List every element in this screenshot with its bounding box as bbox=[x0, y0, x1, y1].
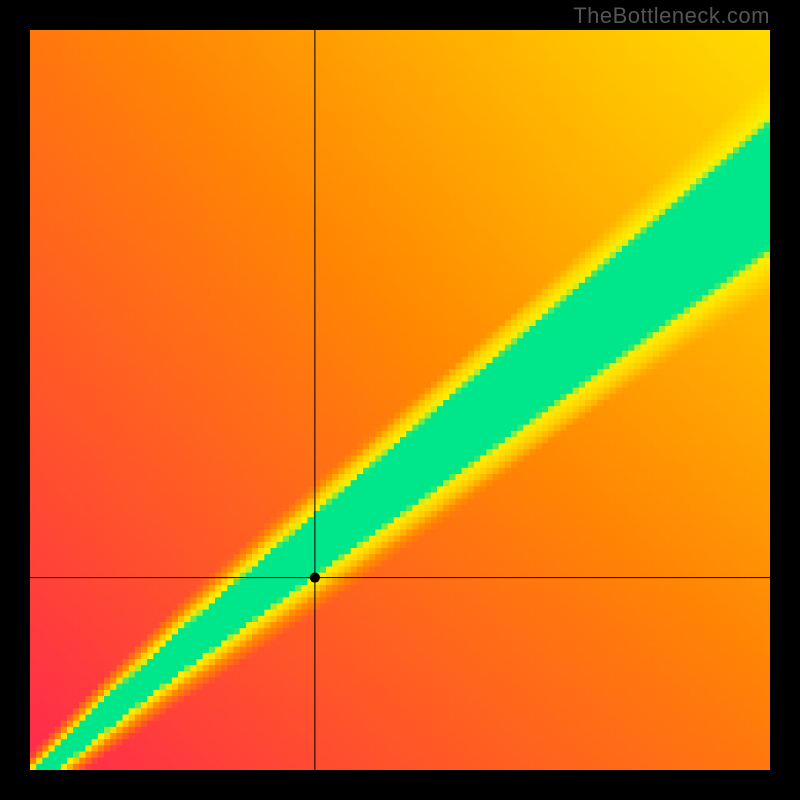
watermark-text: TheBottleneck.com bbox=[573, 3, 770, 29]
chart-container: TheBottleneck.com bbox=[0, 0, 800, 800]
heatmap-wrapper bbox=[30, 30, 770, 770]
bottleneck-heatmap bbox=[30, 30, 770, 770]
